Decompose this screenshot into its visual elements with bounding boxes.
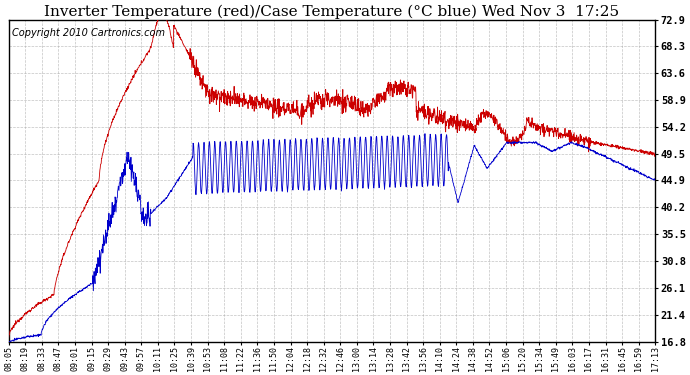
Text: Copyright 2010 Cartronics.com: Copyright 2010 Cartronics.com (12, 28, 165, 38)
Title: Inverter Temperature (red)/Case Temperature (°C blue) Wed Nov 3  17:25: Inverter Temperature (red)/Case Temperat… (44, 4, 620, 18)
